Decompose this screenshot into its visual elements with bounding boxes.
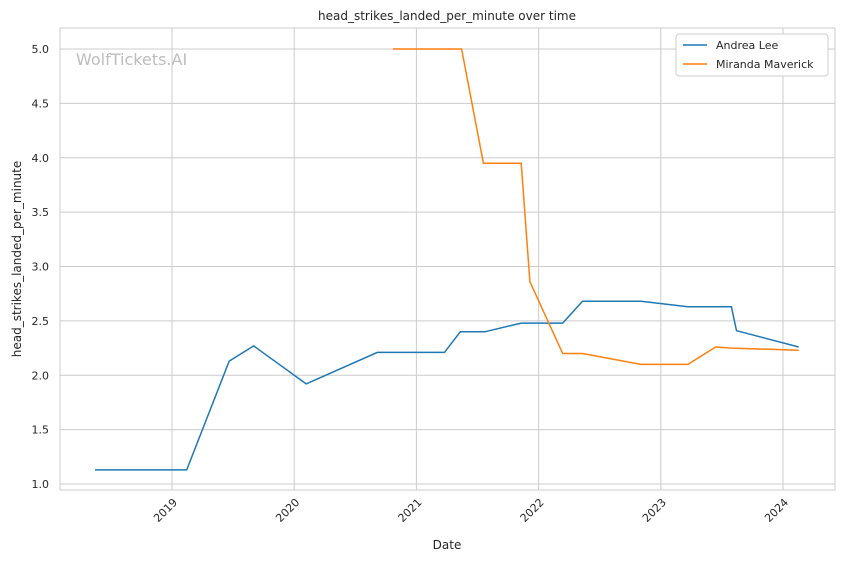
x-tick-label: 2023 (640, 496, 669, 525)
grid (60, 28, 835, 490)
y-tick-labels: 1.0 1.5 2.0 2.5 3.0 3.5 4.0 4.5 5.0 (32, 43, 50, 491)
y-tick-label: 1.0 (32, 478, 50, 491)
x-tick-label: 2024 (762, 496, 791, 525)
series-line-miranda-maverick (393, 48, 799, 366)
legend: Andrea Lee Miranda Maverick (675, 33, 829, 77)
y-axis-label: head_strikes_landed_per_minute (10, 161, 24, 358)
y-tick-label: 2.0 (32, 369, 50, 382)
y-tick-label: 3.0 (32, 261, 50, 274)
y-tick-label: 4.0 (32, 152, 50, 165)
x-tick-label: 2021 (396, 496, 425, 525)
x-tick-label: 2019 (151, 496, 180, 525)
legend-label: Miranda Maverick (716, 58, 814, 71)
y-tick-label: 2.5 (32, 315, 50, 328)
plot-frame (59, 27, 836, 491)
x-tick-labels: 2019 2020 2021 2022 2023 2024 (151, 496, 791, 525)
x-tick-label: 2020 (273, 496, 302, 525)
watermark: WolfTickets.AI (76, 50, 187, 69)
legend-label: Andrea Lee (716, 39, 778, 52)
chart-title: head_strikes_landed_per_minute over time (318, 9, 576, 23)
y-tick-label: 5.0 (32, 43, 50, 56)
y-tick-label: 3.5 (32, 206, 50, 219)
x-tick-label: 2022 (518, 496, 547, 525)
y-tick-label: 1.5 (32, 424, 50, 437)
x-axis-label: Date (433, 538, 462, 552)
series-line-andrea-lee (95, 300, 799, 471)
series-group (95, 48, 799, 471)
y-tick-label: 4.5 (32, 97, 50, 110)
legend-box (675, 33, 829, 77)
